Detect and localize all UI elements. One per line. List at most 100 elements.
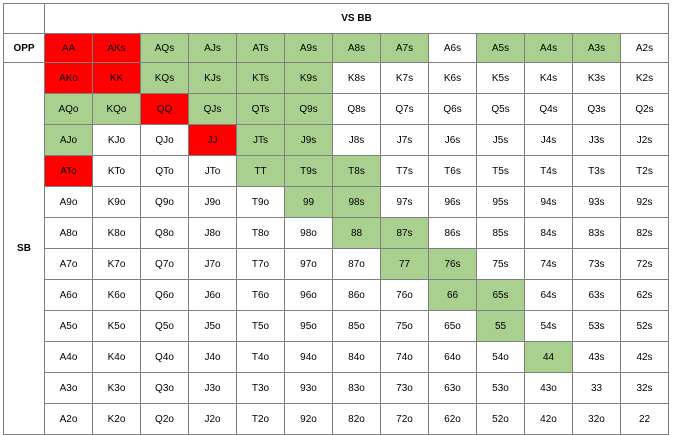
hand-range-table: VS BB OPP AA AKs AQs AJs ATs A9s A8s A7s A6s A5s A4… (3, 3, 669, 435)
hand-cell: 33 (572, 372, 621, 404)
hand-cell: AQs (140, 33, 189, 63)
hand-cell: K8o (92, 217, 141, 249)
hand-cell: 97s (380, 186, 429, 218)
hand-cell: 65s (476, 279, 525, 311)
hand-cell: 43s (572, 341, 621, 373)
hand-cell: J6s (428, 124, 477, 156)
hand-cell: K2o (92, 403, 141, 435)
hand-cell: T7o (236, 248, 285, 280)
hand-cell: 53o (476, 372, 525, 404)
hand-cell: 96s (428, 186, 477, 218)
hand-cell: Q7s (380, 93, 429, 125)
hand-cell: 84s (524, 217, 573, 249)
hand-cell: J7o (188, 248, 237, 280)
hand-cell: 32o (572, 403, 621, 435)
hand-cell: 82s (620, 217, 669, 249)
hand-cell: K5o (92, 310, 141, 342)
hand-cell: 83s (572, 217, 621, 249)
hand-cell: J4s (524, 124, 573, 156)
hand-cell: Q8s (332, 93, 381, 125)
hand-cell: KTs (236, 62, 285, 94)
hand-cell: 66 (428, 279, 477, 311)
hand-cell: QTs (236, 93, 285, 125)
hand-row: A2o K2o Q2o J2o T2o 92o 82o 72o 62o 52o 42o 32o 22 (4, 403, 669, 435)
hand-cell: A8s (332, 33, 381, 63)
hand-cell: 65o (428, 310, 477, 342)
hand-row: A7o K7o Q7o J7o T7o 97o 87o 77 76s 75s 74s 73s 72s (4, 248, 669, 280)
hand-cell: T3o (236, 372, 285, 404)
hand-cell: T9o (236, 186, 285, 218)
hand-cell: A4s (524, 33, 573, 63)
hand-cell: AJo (44, 124, 93, 156)
hand-cell: 73s (572, 248, 621, 280)
hand-cell: ATs (236, 33, 285, 63)
hand-cell: T6s (428, 155, 477, 187)
hand-cell: Q8o (140, 217, 189, 249)
hand-cell: KQo (92, 93, 141, 125)
hand-cell: Q5o (140, 310, 189, 342)
hand-cell: A6s (428, 33, 477, 63)
hand-cell: T6o (236, 279, 285, 311)
hand-cell: J2s (620, 124, 669, 156)
hand-cell: T9s (284, 155, 333, 187)
hand-cell: J5s (476, 124, 525, 156)
hand-cell: A5s (476, 33, 525, 63)
hand-cell: K7s (380, 62, 429, 94)
hand-cell: J8s (332, 124, 381, 156)
hand-cell: 93s (572, 186, 621, 218)
hand-cell: 32s (620, 372, 669, 404)
hand-cell: 42s (620, 341, 669, 373)
hand-cell: J8o (188, 217, 237, 249)
hand-cell: T4o (236, 341, 285, 373)
hand-cell: JTo (188, 155, 237, 187)
hand-cell: 52s (620, 310, 669, 342)
hand-cell: 76o (380, 279, 429, 311)
hand-cell: KJs (188, 62, 237, 94)
hand-cell: K7o (92, 248, 141, 280)
hand-cell: 87o (332, 248, 381, 280)
hand-row: A4o K4o Q4o J4o T4o 94o 84o 74o 64o 54o 44 43s 42s (4, 341, 669, 373)
hand-cell: T7s (380, 155, 429, 187)
hand-cell: QJs (188, 93, 237, 125)
hand-cell: A5o (44, 310, 93, 342)
hand-cell: Q2s (620, 93, 669, 125)
hand-cell: J2o (188, 403, 237, 435)
hand-cell: 98s (332, 186, 381, 218)
hand-cell: A9o (44, 186, 93, 218)
hand-cell: Q7o (140, 248, 189, 280)
hand-cell: AKo (44, 62, 93, 94)
hand-cell: 82o (332, 403, 381, 435)
hand-cell: 75o (380, 310, 429, 342)
hand-cell: 64s (524, 279, 573, 311)
hand-cell: TT (236, 155, 285, 187)
hand-row: A6o K6o Q6o J6o T6o 96o 86o 76o 66 65s 64s 63s 62s (4, 279, 669, 311)
hand-cell: QQ (140, 93, 189, 125)
hand-cell: T2o (236, 403, 285, 435)
hand-cell: K9o (92, 186, 141, 218)
hand-cell: J7s (380, 124, 429, 156)
hand-cell: A3o (44, 372, 93, 404)
hand-cell: K4o (92, 341, 141, 373)
hand-cell: JTs (236, 124, 285, 156)
chart-title: VS BB (44, 3, 669, 34)
hand-row: SB AKo KK KQs KJs KTs K9s K8s K7s K6s K5s K4s K3s K2s (3, 62, 669, 435)
hand-cell: K4s (524, 62, 573, 94)
hand-cell: 83o (332, 372, 381, 404)
hand-cell: A9s (284, 33, 333, 63)
hand-cell: 72o (380, 403, 429, 435)
hand-cell: J5o (188, 310, 237, 342)
hand-row: OPP AA AKs AQs AJs ATs A9s A8s A7s A6s A5s A4s A3s A2… (3, 33, 669, 63)
hand-cell: 54o (476, 341, 525, 373)
hand-cell: Q6s (428, 93, 477, 125)
hand-cell: 95s (476, 186, 525, 218)
hand-cell: 43o (524, 372, 573, 404)
hand-row: A3o K3o Q3o J3o T3o 93o 83o 73o 63o 53o 43o 33 32s (4, 372, 669, 404)
hand-cell: J9o (188, 186, 237, 218)
hand-cell: K3o (92, 372, 141, 404)
hand-cell: 62s (620, 279, 669, 311)
hand-cell: 99 (284, 186, 333, 218)
hand-cell: 92o (284, 403, 333, 435)
hand-cell: QTo (140, 155, 189, 187)
hand-cell: 52o (476, 403, 525, 435)
hand-cell: 54s (524, 310, 573, 342)
